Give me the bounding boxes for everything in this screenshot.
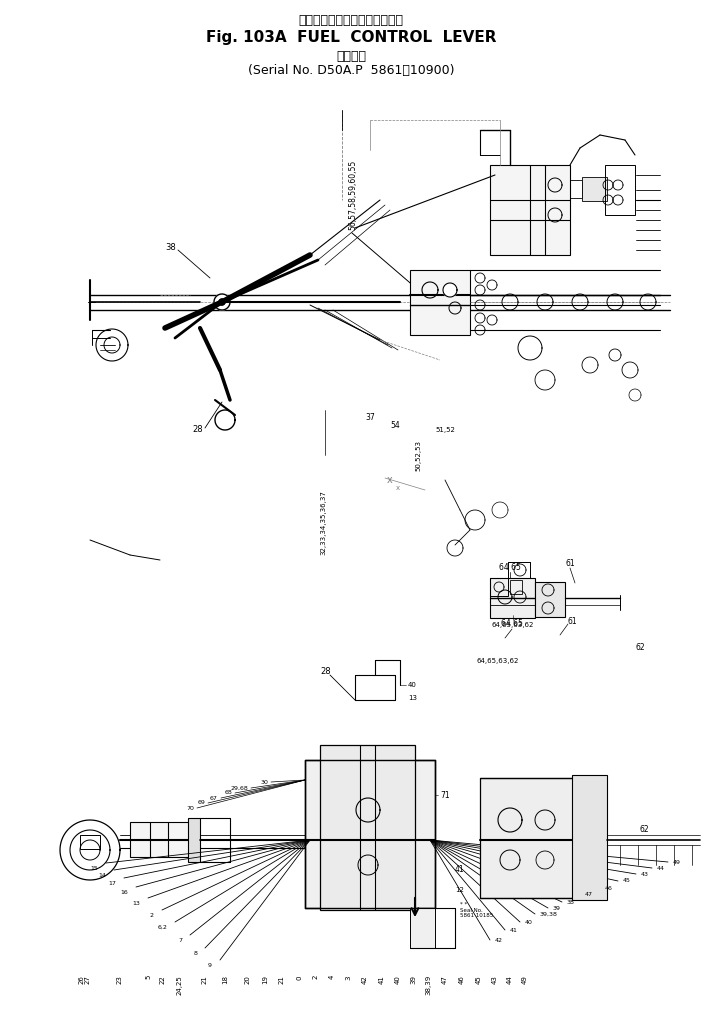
Text: 適用号機: 適用号機 xyxy=(336,50,366,63)
Text: 13: 13 xyxy=(132,901,140,906)
Polygon shape xyxy=(188,818,200,862)
Text: 54: 54 xyxy=(390,421,400,430)
Text: 46: 46 xyxy=(459,975,465,983)
Text: 9: 9 xyxy=(208,963,212,968)
Text: 67: 67 xyxy=(210,796,218,801)
Text: 30: 30 xyxy=(260,779,268,784)
Text: 61: 61 xyxy=(565,559,575,568)
Polygon shape xyxy=(490,165,570,255)
Text: Fig. 103A  FUEL  CONTROL  LEVER: Fig. 103A FUEL CONTROL LEVER xyxy=(206,30,496,45)
Polygon shape xyxy=(305,760,435,908)
Text: 29,68: 29,68 xyxy=(231,785,248,790)
Polygon shape xyxy=(582,177,607,201)
Text: 45: 45 xyxy=(623,879,631,884)
Text: 41: 41 xyxy=(455,866,465,875)
Text: 64 65: 64 65 xyxy=(499,563,521,572)
Text: 39,38: 39,38 xyxy=(540,911,558,916)
Text: 2: 2 xyxy=(150,913,154,918)
Text: 20: 20 xyxy=(245,975,251,983)
Polygon shape xyxy=(410,270,470,335)
Text: 50,52,53: 50,52,53 xyxy=(415,440,421,471)
Text: 17: 17 xyxy=(108,881,116,886)
Text: * *
Seal No.
5861 10185: * * Seal No. 5861 10185 xyxy=(460,902,494,918)
Text: 27: 27 xyxy=(85,975,91,983)
Text: 70: 70 xyxy=(186,806,194,811)
Text: 28: 28 xyxy=(192,426,202,435)
Text: 64,65,63,62: 64,65,63,62 xyxy=(492,622,534,628)
Text: 49: 49 xyxy=(673,860,681,865)
Text: 14: 14 xyxy=(98,873,106,878)
Text: 43: 43 xyxy=(641,872,649,877)
Text: 61: 61 xyxy=(568,618,578,627)
Text: 68: 68 xyxy=(224,790,232,796)
Text: 5: 5 xyxy=(145,975,151,979)
Polygon shape xyxy=(410,908,435,948)
Polygon shape xyxy=(443,283,457,297)
Polygon shape xyxy=(320,745,415,910)
Text: 49: 49 xyxy=(522,975,528,983)
Text: 47: 47 xyxy=(442,975,448,983)
Polygon shape xyxy=(219,299,225,305)
Text: 32,33,34,35,36,37: 32,33,34,35,36,37 xyxy=(320,490,326,555)
Polygon shape xyxy=(130,822,190,858)
Text: 8: 8 xyxy=(193,951,197,956)
Text: フェエルコントロール　レバー: フェエルコントロール レバー xyxy=(299,14,404,27)
Text: 64 65: 64 65 xyxy=(501,619,523,628)
Text: 7: 7 xyxy=(178,938,182,943)
Text: 56,57,58,59,60,55: 56,57,58,59,60,55 xyxy=(348,160,357,231)
Text: 42: 42 xyxy=(362,975,368,983)
Text: (Serial No. D50A.P  5861〒10900): (Serial No. D50A.P 5861〒10900) xyxy=(247,64,454,77)
Text: 41: 41 xyxy=(379,975,385,983)
Text: 6,2: 6,2 xyxy=(157,925,167,930)
Text: 62: 62 xyxy=(640,825,650,834)
Text: x: x xyxy=(396,485,400,491)
Text: 64,65,63,62: 64,65,63,62 xyxy=(477,658,520,664)
Text: 37: 37 xyxy=(365,414,375,423)
Text: 4: 4 xyxy=(329,975,335,979)
Text: 39: 39 xyxy=(553,905,561,910)
Text: 45: 45 xyxy=(476,975,482,983)
Text: 38,39: 38,39 xyxy=(425,975,431,996)
Polygon shape xyxy=(572,775,607,900)
Text: 12: 12 xyxy=(455,887,464,893)
Text: 21: 21 xyxy=(279,975,285,983)
Text: 40: 40 xyxy=(525,919,533,925)
Text: 39: 39 xyxy=(410,975,416,985)
Text: 22: 22 xyxy=(160,975,166,983)
Text: 18: 18 xyxy=(222,975,228,985)
Text: 26: 26 xyxy=(79,975,85,983)
Text: 28: 28 xyxy=(320,668,330,677)
Text: 0: 0 xyxy=(297,975,303,979)
Text: 38: 38 xyxy=(165,244,176,253)
Polygon shape xyxy=(480,778,575,898)
Text: 16: 16 xyxy=(120,890,128,895)
Text: 2: 2 xyxy=(313,975,319,979)
Text: 69: 69 xyxy=(197,801,205,806)
Text: x: x xyxy=(387,475,393,485)
Text: 15: 15 xyxy=(90,866,98,871)
Polygon shape xyxy=(535,582,565,617)
Text: 44: 44 xyxy=(657,866,665,871)
Text: 46: 46 xyxy=(605,886,613,890)
Text: 13: 13 xyxy=(408,695,417,701)
Polygon shape xyxy=(214,294,230,310)
Text: 40: 40 xyxy=(408,682,417,688)
Text: 44: 44 xyxy=(507,975,513,983)
Text: 47: 47 xyxy=(585,892,593,897)
Text: 40: 40 xyxy=(395,975,401,983)
Text: 21: 21 xyxy=(202,975,208,983)
Text: 3: 3 xyxy=(345,975,351,979)
Text: 71: 71 xyxy=(440,790,450,800)
Polygon shape xyxy=(80,835,100,849)
Text: 42: 42 xyxy=(495,938,503,943)
Text: 19: 19 xyxy=(262,975,268,985)
Text: 23: 23 xyxy=(117,975,123,983)
Text: 38: 38 xyxy=(567,899,575,904)
Text: 43: 43 xyxy=(492,975,498,983)
Polygon shape xyxy=(490,578,535,618)
Text: 41: 41 xyxy=(510,928,518,933)
Text: 62: 62 xyxy=(635,643,645,652)
Text: 51,52: 51,52 xyxy=(435,427,455,433)
Text: 24,25: 24,25 xyxy=(177,975,183,995)
